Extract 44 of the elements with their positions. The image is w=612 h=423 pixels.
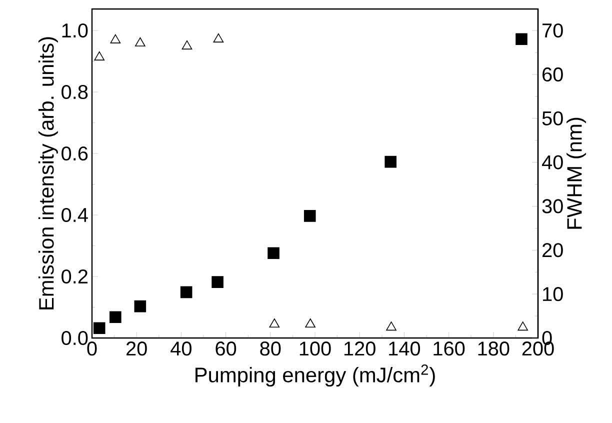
point — [110, 34, 121, 44]
y-axis-title: Emission intensity (arb. units) — [38, 37, 58, 310]
point — [94, 51, 105, 60]
point — [386, 322, 396, 331]
x-tick-label: 40 — [170, 342, 192, 356]
x-tick-label: 120 — [344, 342, 376, 356]
point — [384, 156, 396, 168]
point — [93, 322, 106, 334]
point — [305, 318, 316, 328]
x-tick-label: 80 — [260, 342, 281, 356]
y-tick-label: 0.6 — [62, 146, 88, 161]
x-tick-label: 100 — [300, 342, 331, 356]
x-tick-label: 60 — [216, 342, 236, 356]
point — [180, 286, 192, 298]
point — [134, 300, 146, 312]
point — [518, 322, 528, 331]
point — [135, 37, 146, 46]
y2-axis-title: FWHM (nm) — [566, 118, 586, 229]
point — [110, 311, 122, 323]
x-tick-label: 160 — [434, 342, 465, 356]
x-axis-title: Pumping energy (mJ/cm$^{2}$) — [196, 364, 435, 387]
y-tick-label: 0.2 — [62, 269, 88, 284]
y2-tick-label: 40 — [542, 155, 563, 170]
y2-tick-label: 20 — [542, 243, 563, 258]
point — [213, 33, 224, 42]
x-tick-label: 20 — [126, 342, 147, 356]
y-tick-label: 1.0 — [62, 23, 88, 38]
point — [304, 210, 316, 222]
point — [268, 247, 280, 260]
y2-tick-label: 10 — [543, 287, 563, 302]
x-tick-label: 140 — [389, 342, 420, 356]
y2-tick-label: 60 — [542, 67, 563, 82]
y-tick-label: 0.0 — [62, 330, 88, 346]
point — [182, 40, 192, 50]
point — [516, 33, 528, 46]
y2-tick-label: 50 — [542, 111, 563, 126]
x-tick-label: 0 — [87, 342, 97, 356]
y2-tick-label: 70 — [542, 23, 563, 38]
y-tick-label: 0.4 — [62, 208, 88, 222]
y-tick-label: 0.8 — [62, 84, 88, 100]
point — [269, 318, 280, 328]
point — [212, 276, 224, 288]
x-tick-label: 180 — [478, 342, 510, 356]
y2-tick-label: 30 — [542, 199, 563, 214]
